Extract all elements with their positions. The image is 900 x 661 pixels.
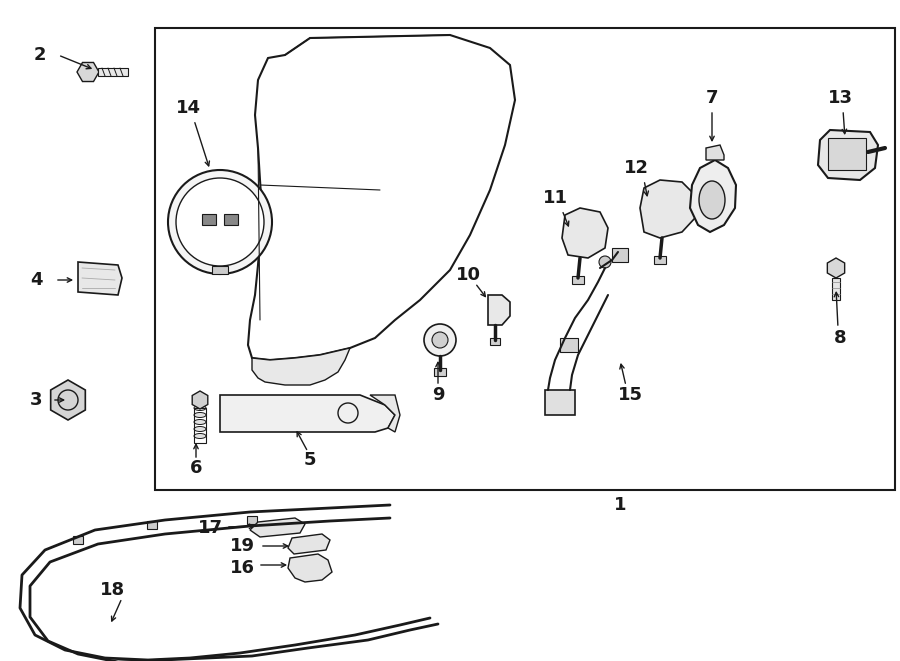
Text: 13: 13 xyxy=(827,89,852,107)
Text: 2: 2 xyxy=(34,46,46,64)
Bar xyxy=(572,276,584,284)
Polygon shape xyxy=(562,208,608,258)
Polygon shape xyxy=(370,395,400,432)
Text: 1: 1 xyxy=(614,496,626,514)
Ellipse shape xyxy=(194,426,206,432)
Polygon shape xyxy=(252,348,350,385)
Ellipse shape xyxy=(699,181,725,219)
Text: 16: 16 xyxy=(230,559,255,577)
Polygon shape xyxy=(220,395,395,432)
Bar xyxy=(147,521,157,529)
Circle shape xyxy=(599,256,611,268)
Bar xyxy=(490,338,500,345)
Bar xyxy=(73,536,83,544)
Polygon shape xyxy=(818,130,878,180)
Bar xyxy=(98,68,128,76)
Text: 9: 9 xyxy=(432,386,445,404)
Bar xyxy=(832,278,840,300)
Bar xyxy=(155,28,895,490)
Circle shape xyxy=(176,178,264,266)
Polygon shape xyxy=(690,160,736,232)
Polygon shape xyxy=(250,518,305,537)
Bar xyxy=(434,368,446,376)
Text: 19: 19 xyxy=(230,537,255,555)
Bar xyxy=(224,214,238,225)
Text: 6: 6 xyxy=(190,459,203,477)
Bar xyxy=(545,390,575,415)
Text: 12: 12 xyxy=(624,159,649,177)
Bar xyxy=(654,256,666,264)
Polygon shape xyxy=(288,554,332,582)
Circle shape xyxy=(168,170,272,274)
Bar xyxy=(194,408,206,443)
Polygon shape xyxy=(78,262,122,295)
Bar xyxy=(560,338,578,352)
Bar xyxy=(612,248,628,262)
Circle shape xyxy=(432,332,448,348)
Ellipse shape xyxy=(194,434,206,438)
Text: 14: 14 xyxy=(176,99,201,117)
Ellipse shape xyxy=(194,412,206,418)
Bar xyxy=(828,138,866,170)
Text: 5: 5 xyxy=(304,451,316,469)
Polygon shape xyxy=(288,534,330,554)
Text: 4: 4 xyxy=(30,271,42,289)
Text: 7: 7 xyxy=(706,89,718,107)
Bar xyxy=(247,516,257,524)
Text: 15: 15 xyxy=(617,386,643,404)
Text: 3: 3 xyxy=(30,391,42,409)
Polygon shape xyxy=(640,180,695,238)
Ellipse shape xyxy=(194,405,206,410)
Bar xyxy=(202,214,216,225)
Text: 17: 17 xyxy=(197,519,222,537)
Text: 8: 8 xyxy=(833,329,846,347)
Text: 10: 10 xyxy=(455,266,481,284)
Text: 11: 11 xyxy=(543,189,568,207)
Bar xyxy=(212,266,228,274)
Polygon shape xyxy=(706,145,724,160)
Text: 18: 18 xyxy=(99,581,124,599)
Circle shape xyxy=(424,324,456,356)
Polygon shape xyxy=(488,295,510,325)
Ellipse shape xyxy=(194,420,206,424)
